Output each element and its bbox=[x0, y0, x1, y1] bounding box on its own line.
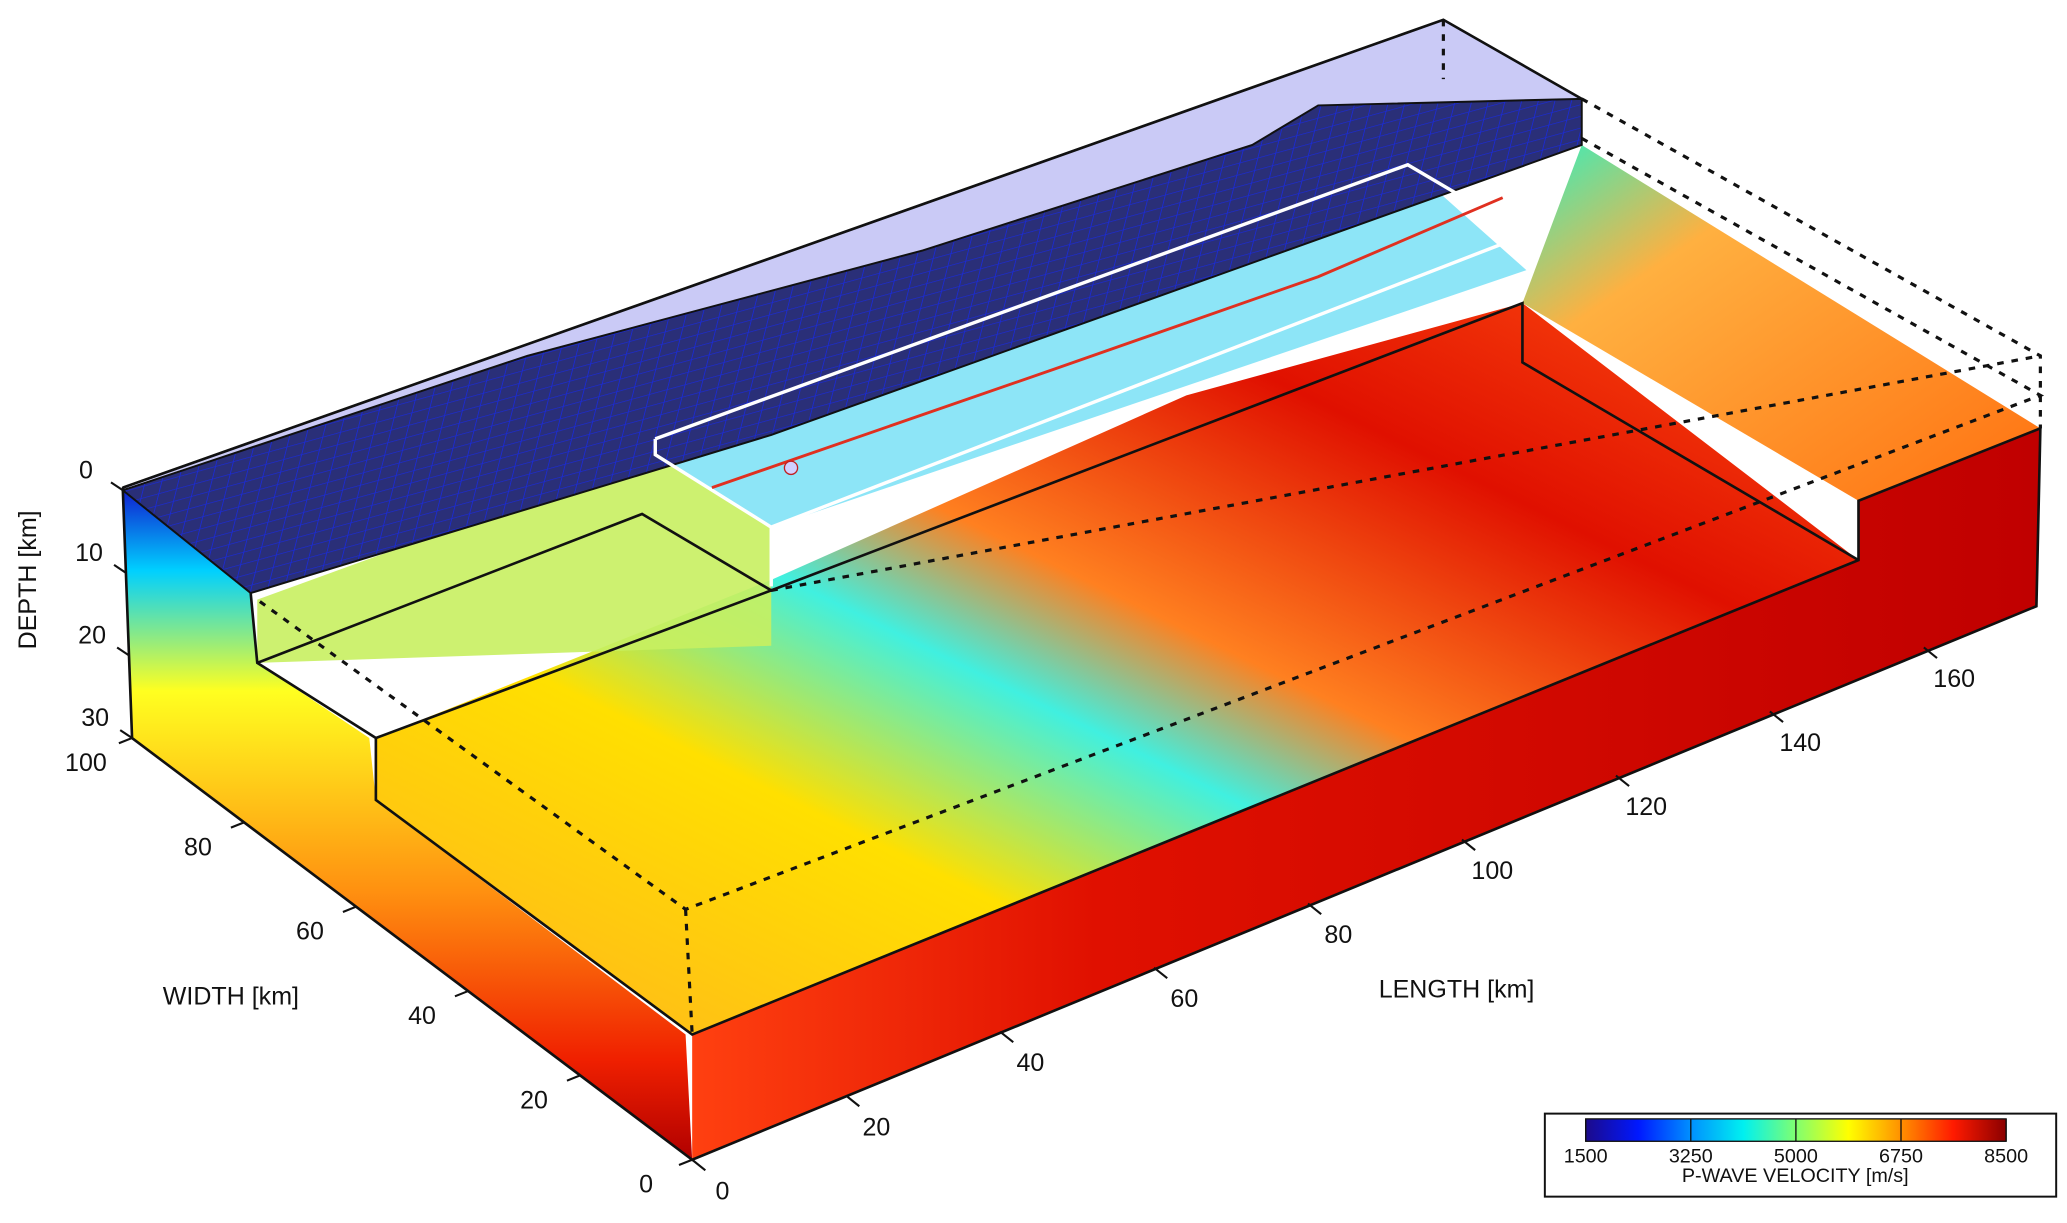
x-tick-label: 120 bbox=[1625, 793, 1667, 821]
colorbar-tick-label: 3250 bbox=[1669, 1145, 1713, 1167]
x-tick-label: 100 bbox=[1471, 857, 1513, 885]
frame-edge bbox=[121, 426, 2042, 1162]
y-tick-label: 40 bbox=[408, 1002, 436, 1030]
profile-line bbox=[711, 196, 1504, 489]
hidden-edge bbox=[770, 354, 2041, 592]
x-tick bbox=[1769, 710, 1784, 723]
x-tick bbox=[691, 1158, 707, 1172]
x-tick bbox=[1307, 902, 1322, 915]
x-tick bbox=[845, 1094, 860, 1108]
y-tick-label: 100 bbox=[65, 749, 107, 777]
frame-edge bbox=[375, 589, 772, 740]
colorbar-tick-label: 5000 bbox=[1774, 1145, 1818, 1167]
hidden-edge bbox=[683, 909, 694, 1035]
z-tick bbox=[119, 729, 133, 739]
y-tick bbox=[678, 1158, 693, 1166]
z-tick-label: 20 bbox=[78, 622, 106, 650]
y-tick bbox=[566, 1074, 581, 1082]
y-tick bbox=[230, 821, 245, 829]
x-tick-label: 0 bbox=[716, 1177, 730, 1205]
y-axis-label: WIDTH [km] bbox=[163, 982, 299, 1010]
source-marker bbox=[783, 460, 799, 476]
x-tick bbox=[1153, 966, 1168, 980]
z-tick-label: 30 bbox=[81, 704, 109, 732]
x-tick bbox=[1615, 774, 1630, 787]
colorbar: P-WAVE VELOCITY [m/s] 1500 3250 5000 6750 85… bbox=[1543, 1112, 2058, 1198]
seafloor-surface bbox=[120, 97, 1583, 595]
axes: DEPTH [km] WIDTH [km] LENGTH [km] 0 20 40 6… bbox=[14, 456, 1975, 1205]
y-tick bbox=[118, 737, 133, 745]
z-axis-label: DEPTH [km] bbox=[14, 510, 42, 649]
y-tick bbox=[342, 905, 357, 913]
colorbar-tick-label: 1500 bbox=[1564, 1145, 1608, 1167]
frame-edge bbox=[122, 18, 1583, 489]
x-axis-label: LENGTH [km] bbox=[1379, 976, 1535, 1004]
slab-face bbox=[655, 164, 1527, 528]
colorbar-label: P-WAVE VELOCITY [m/s] bbox=[1682, 1165, 1909, 1187]
y-tick-label: 80 bbox=[184, 833, 212, 861]
inset-box bbox=[653, 162, 1531, 530]
x-tick bbox=[1461, 838, 1476, 851]
x-tick-label: 20 bbox=[863, 1113, 891, 1141]
step-face bbox=[257, 454, 772, 663]
x-tick-label: 160 bbox=[1933, 665, 1975, 693]
z-tick-label: 0 bbox=[79, 456, 93, 484]
x-tick bbox=[1923, 646, 1938, 659]
y-tick-label: 20 bbox=[520, 1086, 548, 1114]
x-tick-label: 60 bbox=[1170, 985, 1198, 1013]
volume bbox=[120, 18, 2045, 1162]
x-tick-label: 140 bbox=[1779, 729, 1821, 757]
colorbar-tick-label: 8500 bbox=[1984, 1145, 2028, 1167]
colorbar-tick-label: 6750 bbox=[1879, 1145, 1923, 1167]
hidden-edge bbox=[256, 136, 2045, 912]
z-tick bbox=[110, 481, 124, 492]
end-face bbox=[1522, 144, 2041, 501]
z-tick bbox=[113, 564, 127, 574]
front-face bbox=[692, 428, 2041, 1160]
x-tick-label: 40 bbox=[1016, 1049, 1044, 1077]
z-tick bbox=[116, 646, 130, 657]
y-tick-label: 60 bbox=[296, 918, 324, 946]
y-tick bbox=[454, 990, 469, 998]
y-tick-label: 0 bbox=[639, 1171, 653, 1199]
z-tick-label: 10 bbox=[75, 539, 103, 567]
frame-edge bbox=[256, 301, 1860, 665]
x-tick-label: 80 bbox=[1324, 921, 1352, 949]
floor-slice bbox=[375, 303, 1859, 1035]
x-tick bbox=[999, 1030, 1014, 1044]
